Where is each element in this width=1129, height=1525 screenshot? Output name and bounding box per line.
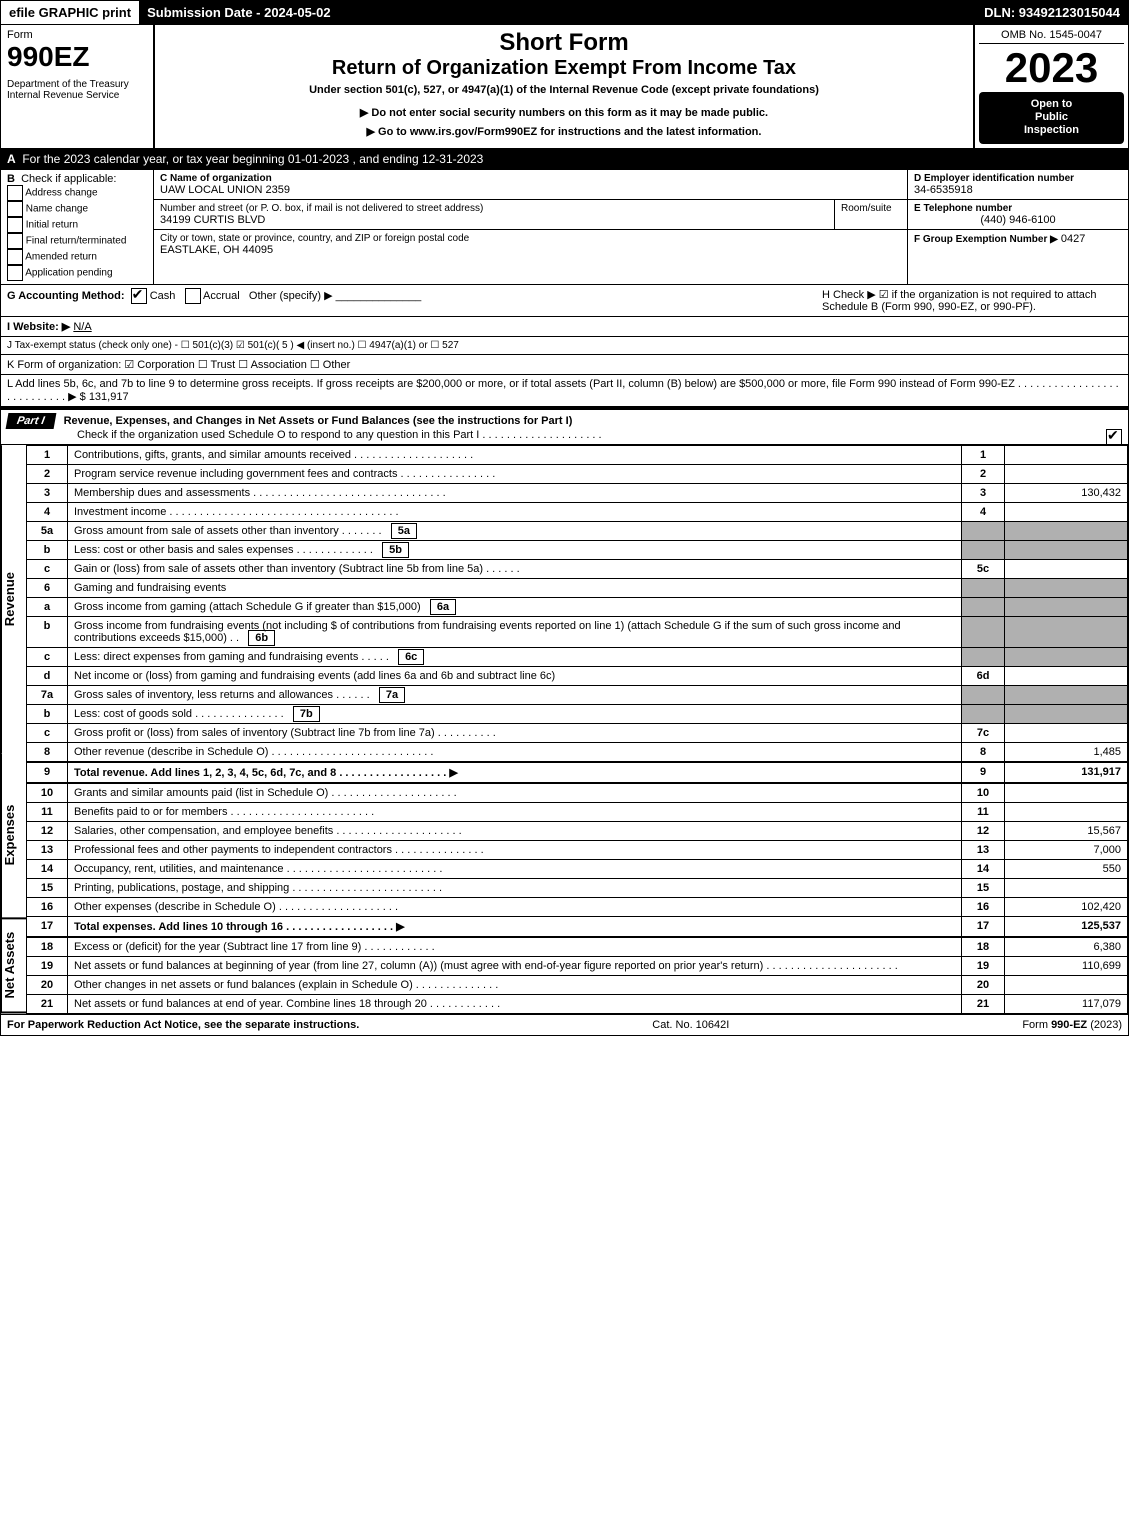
line-15: 15Printing, publications, postage, and s… bbox=[27, 878, 1128, 897]
c-city-label: City or town, state or province, country… bbox=[160, 233, 901, 244]
line-6a: aGross income from gaming (attach Schedu… bbox=[27, 597, 1128, 616]
section-a: A For the 2023 calendar year, or tax yea… bbox=[0, 149, 1129, 170]
b-label: B Check if applicable: bbox=[7, 173, 147, 185]
omb-number: OMB No. 1545-0047 bbox=[979, 29, 1124, 44]
line-10: 10Grants and similar amounts paid (list … bbox=[27, 783, 1128, 803]
line-17: 17Total expenses. Add lines 10 through 1… bbox=[27, 916, 1128, 937]
efile-label[interactable]: efile GRAPHIC print bbox=[1, 1, 139, 24]
group-exemption: 0427 bbox=[1061, 233, 1085, 245]
part1-table: 1Contributions, gifts, grants, and simil… bbox=[26, 445, 1128, 1014]
line-8: 8Other revenue (describe in Schedule O) … bbox=[27, 742, 1128, 762]
line-6: 6Gaming and fundraising events bbox=[27, 578, 1128, 597]
line-18: 18Excess or (deficit) for the year (Subt… bbox=[27, 937, 1128, 957]
part1-check-note: Check if the organization used Schedule … bbox=[77, 429, 602, 441]
dln: DLN: 93492123015044 bbox=[976, 1, 1128, 24]
line-6c: cLess: direct expenses from gaming and f… bbox=[27, 647, 1128, 666]
line-19: 19Net assets or fund balances at beginni… bbox=[27, 956, 1128, 975]
room-label: Room/suite bbox=[841, 203, 901, 214]
line-7a: 7aGross sales of inventory, less returns… bbox=[27, 685, 1128, 704]
org-city: EASTLAKE, OH 44095 bbox=[160, 244, 901, 256]
short-form-title: Short Form bbox=[159, 29, 969, 57]
line-1: 1Contributions, gifts, grants, and simil… bbox=[27, 445, 1128, 464]
line-5c: cGain or (loss) from sale of assets othe… bbox=[27, 559, 1128, 578]
section-k: K Form of organization: ☑ Corporation ☐ … bbox=[0, 355, 1129, 375]
line-6d: dNet income or (loss) from gaming and fu… bbox=[27, 666, 1128, 685]
g-accrual-check[interactable] bbox=[185, 288, 201, 304]
page-footer: For Paperwork Reduction Act Notice, see … bbox=[0, 1015, 1129, 1036]
website-value: N/A bbox=[73, 321, 91, 333]
b-opt-name[interactable]: Name change bbox=[7, 201, 147, 217]
schedule-o-check[interactable] bbox=[1106, 429, 1122, 445]
line-13: 13Professional fees and other payments t… bbox=[27, 840, 1128, 859]
g-label: G Accounting Method: bbox=[7, 289, 125, 301]
line-14: 14Occupancy, rent, utilities, and mainte… bbox=[27, 859, 1128, 878]
b-opt-final[interactable]: Final return/terminated bbox=[7, 233, 147, 249]
form-word: Form bbox=[7, 29, 147, 41]
line-2: 2Program service revenue including gover… bbox=[27, 464, 1128, 483]
line-9: 9Total revenue. Add lines 1, 2, 3, 4, 5c… bbox=[27, 762, 1128, 783]
main-title: Return of Organization Exempt From Incom… bbox=[159, 57, 969, 80]
telephone: (440) 946-6100 bbox=[914, 214, 1122, 226]
line-6b: bGross income from fundraising events (n… bbox=[27, 616, 1128, 647]
ssn-warning: ▶ Do not enter social security numbers o… bbox=[159, 106, 969, 119]
section-bcdef: B Check if applicable: Address change Na… bbox=[0, 170, 1129, 285]
org-street: 34199 CURTIS BLVD bbox=[160, 214, 828, 226]
line-4: 4Investment income . . . . . . . . . . .… bbox=[27, 502, 1128, 521]
footer-left: For Paperwork Reduction Act Notice, see … bbox=[7, 1019, 359, 1031]
section-i: I Website: ▶ N/A bbox=[0, 317, 1129, 337]
tax-year: 2023 bbox=[979, 44, 1124, 92]
irs-label: Internal Revenue Service bbox=[7, 90, 147, 101]
line-21: 21Net assets or fund balances at end of … bbox=[27, 994, 1128, 1013]
expenses-side-label: Expenses bbox=[1, 753, 26, 919]
ein: 34-6535918 bbox=[914, 184, 1122, 196]
line-7c: cGross profit or (loss) from sales of in… bbox=[27, 723, 1128, 742]
revenue-side-label: Revenue bbox=[1, 445, 26, 753]
form-header: Form 990EZ Department of the Treasury In… bbox=[0, 25, 1129, 149]
d-label: D Employer identification number bbox=[914, 173, 1122, 184]
line-16: 16Other expenses (describe in Schedule O… bbox=[27, 897, 1128, 916]
b-opt-address[interactable]: Address change bbox=[7, 185, 147, 201]
org-name: UAW LOCAL UNION 2359 bbox=[160, 184, 901, 196]
c-street-label: Number and street (or P. O. box, if mail… bbox=[160, 203, 828, 214]
line-5a: 5aGross amount from sale of assets other… bbox=[27, 521, 1128, 540]
netassets-side-label: Net Assets bbox=[1, 919, 26, 1013]
line-5b: bLess: cost or other basis and sales exp… bbox=[27, 540, 1128, 559]
c-name-label: C Name of organization bbox=[160, 173, 901, 184]
footer-right: Form 990-EZ (2023) bbox=[1022, 1019, 1122, 1031]
line-7b: bLess: cost of goods sold . . . . . . . … bbox=[27, 704, 1128, 723]
part1-header: Part I Revenue, Expenses, and Changes in… bbox=[0, 407, 1129, 445]
b-opt-pending[interactable]: Application pending bbox=[7, 265, 147, 281]
g-cash-check[interactable] bbox=[131, 288, 147, 304]
footer-mid: Cat. No. 10642I bbox=[652, 1019, 729, 1031]
line-3: 3Membership dues and assessments . . . .… bbox=[27, 483, 1128, 502]
line-11: 11Benefits paid to or for members . . . … bbox=[27, 802, 1128, 821]
section-l: L Add lines 5b, 6c, and 7b to line 9 to … bbox=[0, 375, 1129, 407]
line-12: 12Salaries, other compensation, and empl… bbox=[27, 821, 1128, 840]
e-label: E Telephone number bbox=[914, 203, 1122, 214]
section-j: J Tax-exempt status (check only one) - ☐… bbox=[0, 337, 1129, 355]
dept-treasury: Department of the Treasury bbox=[7, 79, 147, 90]
goto-link[interactable]: ▶ Go to www.irs.gov/Form990EZ for instru… bbox=[159, 125, 969, 138]
top-bar: efile GRAPHIC print Submission Date - 20… bbox=[0, 0, 1129, 25]
subtitle: Under section 501(c), 527, or 4947(a)(1)… bbox=[159, 84, 969, 96]
section-gh: G Accounting Method: Cash Accrual Other … bbox=[0, 285, 1129, 317]
form-number: 990EZ bbox=[7, 41, 147, 73]
f-label: F Group Exemption Number ▶ bbox=[914, 234, 1058, 245]
b-opt-initial[interactable]: Initial return bbox=[7, 217, 147, 233]
open-public-inspection: Open to Public Inspection bbox=[979, 92, 1124, 144]
line-20: 20Other changes in net assets or fund ba… bbox=[27, 975, 1128, 994]
h-text: H Check ▶ ☑ if the organization is not r… bbox=[822, 288, 1122, 313]
submission-date: Submission Date - 2024-05-02 bbox=[139, 1, 339, 24]
b-opt-amended[interactable]: Amended return bbox=[7, 249, 147, 265]
